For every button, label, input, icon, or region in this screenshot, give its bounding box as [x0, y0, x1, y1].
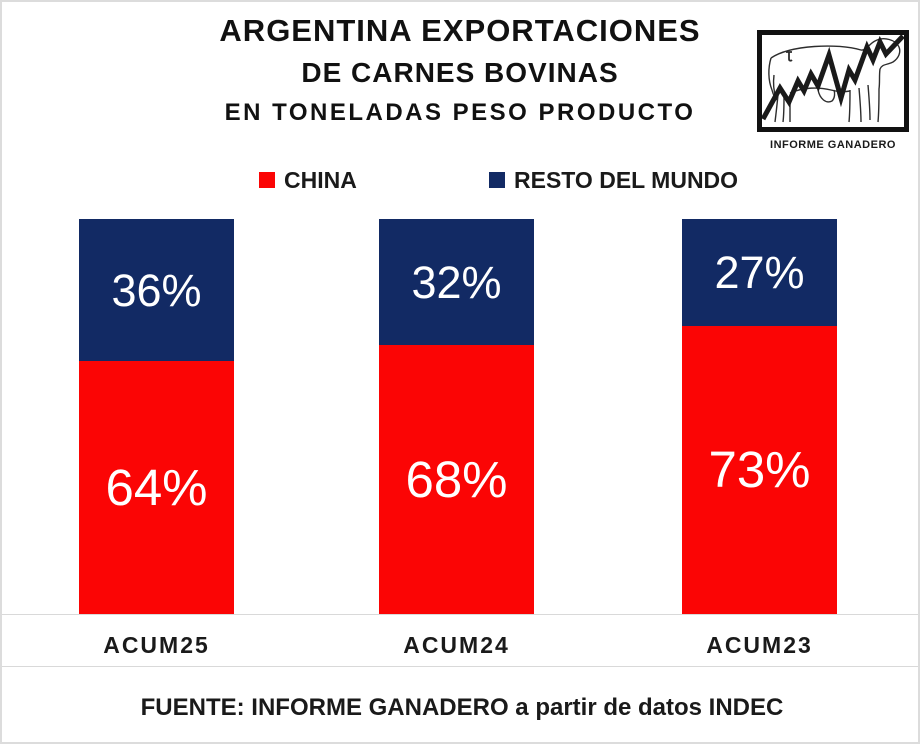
resto-legend-label: RESTO DEL MUNDO — [514, 166, 739, 193]
resto-legend-swatch — [489, 172, 505, 188]
segment-value-label: 36% — [111, 264, 202, 316]
bar-acum23: 27% 73% — [682, 219, 837, 614]
category-label-acum25: ACUM25 — [103, 632, 210, 658]
segment-value-label: 32% — [411, 256, 502, 308]
cow-outline-icon — [768, 38, 901, 123]
segment-value-label: 68% — [405, 451, 508, 509]
plot-area: 36% 64% 32% 68% 27% 73% — [2, 219, 918, 614]
china-legend-label: CHINA — [284, 166, 357, 193]
title-line-2: DE CARNES BOVINAS — [301, 56, 619, 88]
category-label-acum23: ACUM23 — [706, 632, 813, 658]
source-note: FUENTE: INFORME GANADERO a partir de dat… — [140, 694, 784, 721]
title-line-1: ARGENTINA EXPORTACIONES — [219, 13, 701, 48]
legend-item-resto-del-mundo: RESTO DEL MUNDO — [489, 166, 739, 193]
title-line-3: EN TONELADAS PESO PRODUCTO — [224, 98, 696, 126]
bar-segment-resto: 32% — [379, 219, 534, 346]
bar-acum25: 36% 64% — [79, 219, 234, 614]
logo-caption: INFORME GANADERO — [770, 139, 896, 151]
legend-item-china: CHINA — [259, 166, 357, 193]
cow-chart-logo — [760, 34, 905, 123]
category-axis: ACUM25 ACUM24 ACUM23 — [2, 628, 918, 662]
segment-value-label: 73% — [708, 441, 811, 499]
bar-segment-china: 68% — [379, 345, 534, 614]
logo-box — [757, 30, 909, 132]
chart-title: ARGENTINA EXPORTACIONES DE CARNES BOVINA… — [2, 12, 918, 127]
x-axis-line — [2, 614, 918, 615]
segment-value-label: 27% — [714, 246, 805, 298]
bar-acum24: 32% 68% — [379, 219, 534, 614]
bar-segment-resto: 27% — [682, 219, 837, 326]
informe-ganadero-logo: INFORME GANADERO — [747, 30, 918, 151]
zigzag-line-icon — [760, 34, 905, 121]
bar-segment-china: 73% — [682, 325, 837, 614]
china-legend-swatch — [259, 172, 275, 188]
segment-value-label: 64% — [105, 459, 208, 517]
bar-segment-china: 64% — [79, 361, 234, 614]
axis-bottom-line — [2, 666, 918, 667]
bar-segment-resto: 36% — [79, 219, 234, 362]
category-label-acum24: ACUM24 — [403, 632, 510, 658]
